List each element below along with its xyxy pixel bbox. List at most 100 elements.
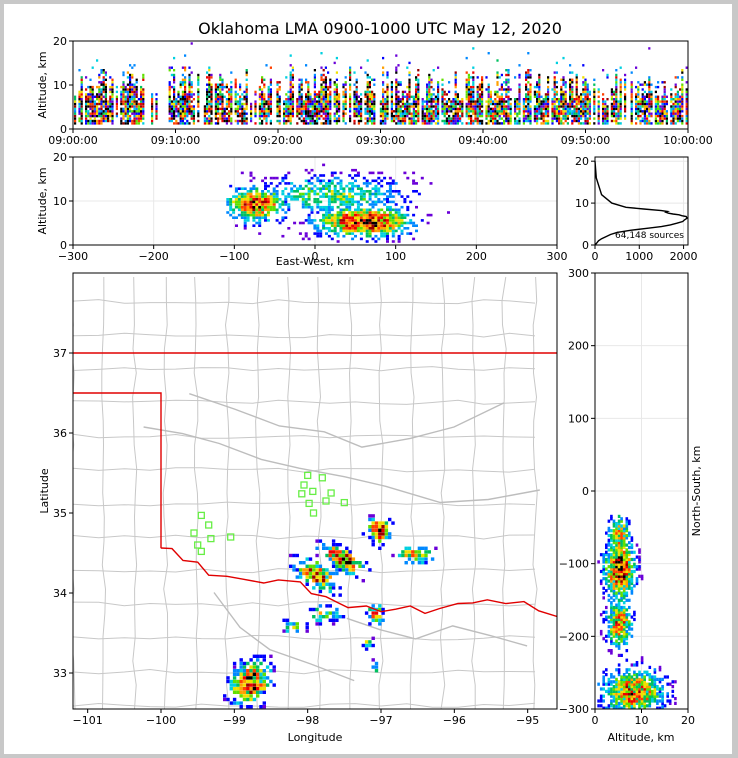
time-height-cell bbox=[245, 119, 248, 123]
ew-height-cell bbox=[348, 192, 352, 196]
time-height-cell bbox=[335, 112, 338, 115]
time-height-cell bbox=[120, 90, 123, 94]
plan-view-cell bbox=[331, 618, 336, 622]
time-height-cell bbox=[619, 90, 622, 94]
plan-view-cell bbox=[338, 568, 342, 572]
time-height-cell bbox=[322, 117, 325, 120]
ns-height-cell bbox=[640, 694, 644, 698]
time-height-cell bbox=[404, 110, 407, 113]
ew-height-cell bbox=[258, 200, 262, 204]
time-height-cell bbox=[225, 119, 228, 123]
time-height-cell bbox=[452, 119, 455, 123]
time-height-cell bbox=[681, 76, 684, 79]
time-height-cell bbox=[505, 78, 508, 81]
time-height-cell bbox=[522, 117, 525, 120]
plan-view-cell bbox=[331, 586, 336, 590]
ew-height-cell bbox=[368, 195, 372, 198]
time-height-cell bbox=[210, 93, 213, 96]
time-height-cell bbox=[648, 107, 651, 111]
ew-height-cell bbox=[240, 200, 244, 204]
time-height-cell bbox=[593, 117, 596, 120]
time-height-cell bbox=[657, 95, 660, 98]
time-height-cell bbox=[230, 90, 233, 94]
time-height-cell bbox=[406, 105, 409, 108]
time-height-cell bbox=[573, 112, 576, 115]
time-height-cell bbox=[208, 102, 211, 106]
time-height-cell bbox=[305, 93, 308, 96]
time-height-cell bbox=[472, 83, 475, 86]
time-height-cell bbox=[78, 100, 81, 103]
time-height-cell bbox=[206, 100, 209, 103]
time-height-cell bbox=[467, 81, 470, 84]
ew-height-cell bbox=[336, 182, 340, 185]
time-height-cell bbox=[349, 102, 352, 106]
time-height-cell bbox=[525, 117, 528, 120]
ew-height-cell bbox=[307, 195, 311, 198]
time-height-cell bbox=[461, 112, 464, 115]
time-height-cell bbox=[104, 98, 107, 101]
ew-height-cell bbox=[266, 190, 270, 193]
time-height-cell bbox=[525, 85, 528, 89]
ew-height-cell bbox=[365, 200, 369, 204]
time-height-cell bbox=[437, 90, 440, 94]
time-height-cell bbox=[261, 93, 264, 96]
time-height-cell bbox=[309, 102, 312, 106]
time-height-cell bbox=[245, 83, 248, 86]
ns-height-cell bbox=[607, 687, 611, 691]
time-height-cell bbox=[597, 102, 600, 106]
time-height-cell bbox=[217, 105, 220, 108]
time-height-cell bbox=[78, 69, 81, 72]
time-height-cell bbox=[527, 114, 530, 118]
time-height-cell bbox=[379, 100, 382, 103]
time-height-cell bbox=[635, 85, 638, 89]
ew-height-cell bbox=[377, 221, 381, 225]
time-height-cell bbox=[80, 83, 83, 86]
ew-height-cell bbox=[330, 208, 334, 212]
plan-view-cell bbox=[223, 697, 227, 702]
ew-height-cell bbox=[368, 227, 372, 230]
time-height-cell bbox=[151, 107, 154, 111]
time-height-cell bbox=[432, 119, 435, 123]
time-height-cell bbox=[505, 93, 508, 96]
time-height-cell bbox=[217, 117, 220, 120]
time-height-cell bbox=[441, 93, 444, 96]
time-height-cell bbox=[236, 100, 239, 103]
time-height-cell bbox=[386, 90, 389, 94]
time-height-cell bbox=[514, 112, 517, 115]
time-height-cell bbox=[239, 85, 242, 89]
time-height-cell bbox=[100, 90, 103, 94]
plan-view-cell bbox=[223, 694, 227, 698]
plan-view-cell bbox=[315, 575, 319, 579]
time-height-cell bbox=[555, 105, 558, 108]
time-height-cell bbox=[558, 114, 561, 118]
time-height-cell bbox=[236, 102, 239, 106]
plan-view-cell bbox=[328, 589, 332, 594]
time-height-cell bbox=[527, 90, 530, 94]
time-height-cell bbox=[461, 110, 464, 113]
time-height-cell bbox=[441, 88, 444, 91]
time-height-cell bbox=[102, 90, 105, 94]
time-height-cell bbox=[472, 102, 475, 106]
plan-view-cell bbox=[236, 669, 240, 673]
time-height-cell bbox=[324, 110, 327, 113]
time-height-cell bbox=[188, 112, 191, 115]
time-height-cell bbox=[111, 102, 114, 106]
time-height-cell bbox=[514, 117, 517, 120]
time-height-cell bbox=[278, 114, 281, 118]
ns-height-cell bbox=[615, 687, 618, 691]
time-height-cell bbox=[107, 102, 110, 106]
ew-height-ytick-label: 20 bbox=[53, 151, 67, 164]
ew-height-cell bbox=[368, 211, 372, 214]
time-height-cell bbox=[80, 102, 83, 106]
plan-view-cell bbox=[298, 571, 303, 576]
time-height-cell bbox=[179, 85, 182, 89]
time-height-cell bbox=[674, 100, 677, 103]
time-height-cell bbox=[553, 102, 556, 106]
time-height-cell bbox=[333, 100, 336, 103]
time-height-cell bbox=[474, 107, 477, 111]
time-height-cell bbox=[560, 88, 563, 91]
time-height-cell bbox=[80, 105, 83, 108]
ew-height-cell bbox=[255, 192, 259, 196]
time-height-cell bbox=[179, 105, 182, 108]
